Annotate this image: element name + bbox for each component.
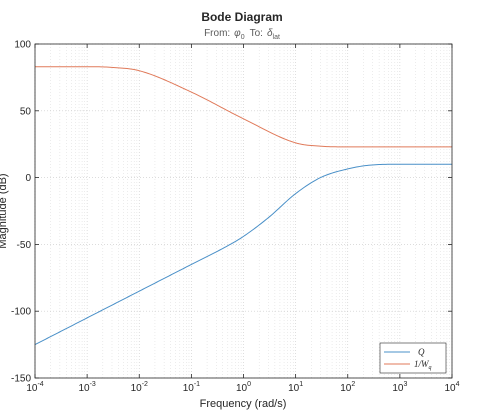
x-tick-label: 103 (392, 381, 407, 394)
to-symbol: δ (267, 28, 273, 39)
legend-label-inv-wq-main: 1/W (414, 359, 430, 369)
chart-title: Bode Diagram (201, 10, 282, 24)
y-tick-label: 50 (20, 106, 32, 117)
y-tick-labels: 100 50 0 -50 -100 -150 (11, 40, 31, 385)
y-tick-label: 100 (14, 40, 31, 51)
to-subscript: lat (273, 34, 280, 41)
y-tick-label: -100 (11, 307, 31, 318)
x-axis-label: Frequency (rad/s) (200, 398, 287, 410)
x-tick-label: 102 (340, 381, 355, 394)
from-label: From: (204, 28, 230, 39)
tick-marks (34, 43, 453, 379)
x-tick-label: 10-2 (131, 381, 148, 394)
to-label: To: (250, 28, 263, 39)
y-tick-label: -50 (17, 240, 32, 251)
y-axis-label: Magnitude (dB) (0, 173, 9, 248)
series-layer (34, 66, 452, 346)
y-tick-label: -150 (11, 374, 31, 385)
legend-label-q: Q (418, 347, 425, 357)
x-tick-label: 10-1 (183, 381, 200, 394)
legend-label-inv-wq: 1/Wq (414, 359, 432, 371)
x-tick-label: 100 (236, 381, 251, 394)
x-tick-label: 10-3 (78, 381, 95, 394)
legend-box (379, 342, 447, 374)
y-tick-label: 0 (25, 173, 31, 184)
chart-subtitle: From: φ0 To: δlat (204, 28, 280, 41)
series-line-0 (34, 163, 452, 346)
from-symbol: φ (234, 28, 241, 39)
plot-area (35, 44, 452, 378)
legend: Q 1/Wq (379, 342, 447, 374)
x-tick-label: 104 (444, 381, 459, 394)
from-subscript: 0 (241, 34, 245, 41)
x-tick-label: 101 (288, 381, 303, 394)
x-tick-label: 10-4 (26, 381, 43, 394)
x-tick-labels: 10-4 10-3 10-2 10-1 100 101 102 103 104 (26, 381, 459, 394)
series-line-1 (35, 66, 452, 148)
legend-label-inv-wq-sub: q (429, 365, 432, 371)
